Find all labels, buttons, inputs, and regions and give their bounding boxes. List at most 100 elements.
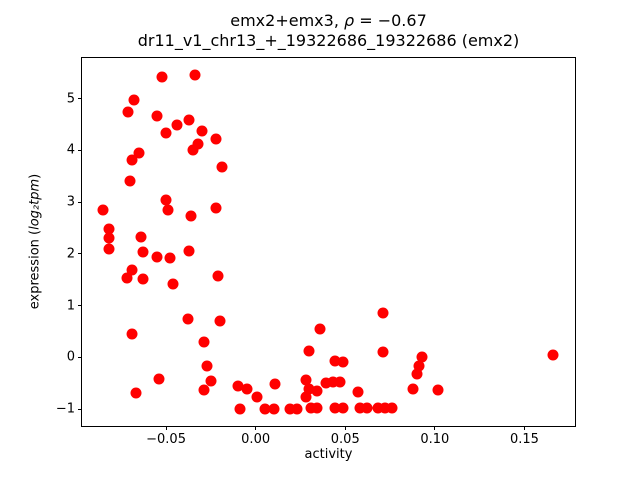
data-point [130,387,142,399]
data-point [137,246,149,258]
data-point [334,376,346,388]
data-point [379,402,391,414]
data-point [234,403,246,415]
y-axis-tick [78,201,82,203]
y-axis-tick-label: 2 [66,246,75,262]
y-axis-tick [78,98,82,100]
data-point [303,383,315,395]
data-point [133,147,145,159]
data-point [232,380,244,392]
data-point [126,154,138,166]
x-axis-tick-label: 0.00 [241,432,271,447]
data-point [201,360,213,372]
x-axis-tick [434,426,436,430]
data-point [156,71,168,83]
data-point [216,161,228,173]
x-axis-tick-label: 0.15 [509,432,539,447]
data-point [337,402,349,414]
data-point [187,144,199,156]
y-axis-label-suffix: ) [27,173,43,179]
x-axis-tick-label: 0.10 [420,432,450,447]
chart-title-line1: emx2+emx3, ρ = −0.67 [81,11,576,31]
data-point [162,204,174,216]
chart-title-line2: dr11_v1_chr13_+_19322686_19322686 (emx2) [137,31,520,50]
data-point [103,232,115,244]
data-point [164,252,176,264]
data-point [121,272,133,284]
data-point [361,402,373,414]
data-point [320,377,332,389]
title-gene-pair: emx2+emx3, [230,11,344,30]
y-axis-tick [78,408,82,410]
data-point [268,403,280,415]
y-axis-tick-label: −1 [55,401,75,417]
data-point [212,270,224,282]
data-point [411,368,423,380]
data-point [103,223,115,235]
data-point [126,264,138,276]
data-point [547,349,559,361]
data-point [171,119,183,131]
data-point [153,373,165,385]
data-point [160,127,172,139]
data-point [269,378,281,390]
y-axis-tick [78,356,82,358]
y-axis-label: expression (log₂tpm) [28,142,45,342]
data-point [311,385,323,397]
data-point [210,133,222,145]
y-axis-tick [78,253,82,255]
data-point [432,384,444,396]
data-point [151,251,163,262]
data-point [183,114,195,126]
data-point [185,210,197,222]
x-axis-tick [344,426,346,430]
data-point [182,313,194,325]
data-point [377,307,389,319]
y-axis-label-prefix: expression ( [27,229,43,310]
data-point [327,376,339,388]
data-point [377,346,389,358]
data-point [407,383,419,395]
data-point [214,315,226,327]
data-point [352,386,364,398]
data-point [303,345,315,357]
data-point [386,402,398,414]
data-point [413,360,425,372]
data-point [251,391,263,403]
y-axis-label-units: log₂tpm [27,178,43,230]
data-point [284,403,296,415]
x-axis-tick-label: 0.05 [330,432,360,447]
rho-symbol: ρ [343,11,355,30]
data-point [311,402,323,414]
data-point [354,402,366,414]
data-point [124,175,136,187]
data-point [167,278,179,290]
y-axis-tick [78,149,82,151]
data-point [183,245,195,257]
data-point [300,391,312,403]
data-point [189,69,201,81]
chart-title: emx2+emx3, ρ = −0.67 dr11_v1_chr13_+_193… [81,11,576,51]
data-point [300,374,312,386]
data-point [128,94,140,106]
y-axis-tick [78,305,82,307]
y-axis-tick-label: 5 [66,91,75,107]
x-axis-tick [255,426,257,430]
y-axis-tick-label: 3 [66,194,75,210]
data-point [126,328,138,340]
data-point [122,106,134,118]
data-point [135,231,147,243]
data-point [416,351,428,363]
data-point [196,125,208,137]
y-axis-tick-label: 4 [66,142,75,158]
data-point [137,273,149,285]
data-point [372,402,383,414]
data-point [103,243,115,255]
x-axis-label: activity [304,447,353,462]
data-point [329,402,340,414]
data-point [205,375,217,387]
data-point [198,336,210,348]
data-point [329,355,340,367]
data-point [192,138,204,150]
data-point [160,194,172,206]
